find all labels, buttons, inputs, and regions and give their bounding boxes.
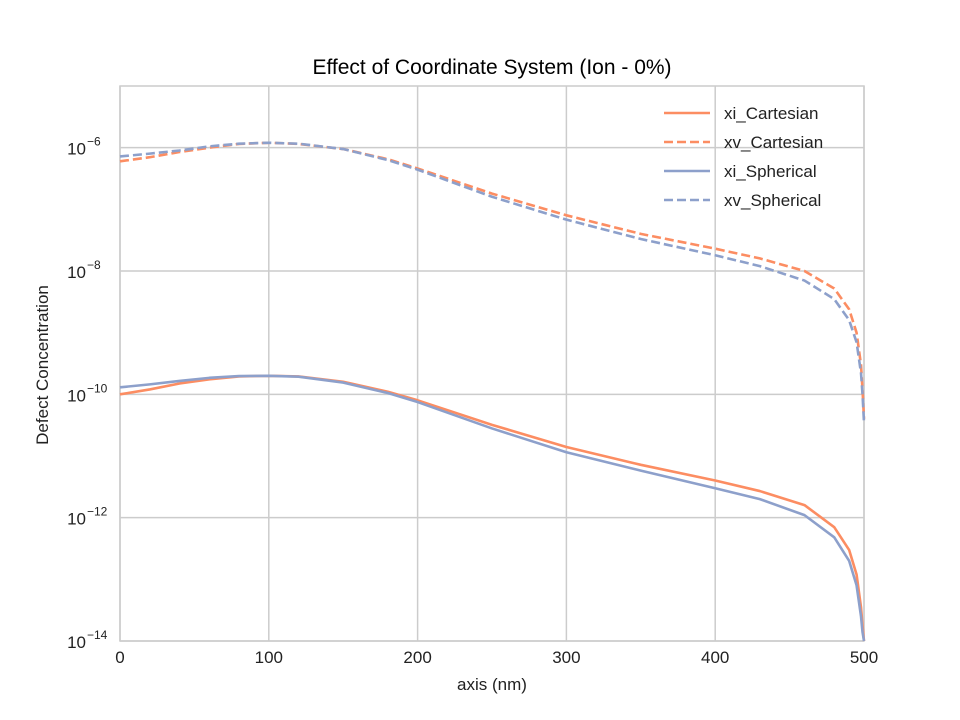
series-line-xi-spherical (119, 374, 866, 642)
chart-title: Effect of Coordinate System (Ion - 0%) (312, 56, 671, 79)
y-tick-exponent: −6 (87, 135, 101, 149)
y-tick-exponent: −14 (87, 628, 108, 642)
legend-label: xv_Cartesian (724, 133, 823, 152)
y-tick-exponent: −10 (87, 381, 108, 395)
series-line-xv-spherical (119, 141, 866, 423)
y-tick-label: 10 (67, 263, 86, 282)
y-tick-base: 10 (67, 633, 86, 652)
legend-label: xv_Spherical (724, 191, 821, 210)
y-tick-base: 10 (67, 140, 86, 159)
y-tick-base: 10 (67, 263, 86, 282)
y-tick-base: 10 (67, 510, 86, 529)
y-tick-label: 10 (67, 510, 86, 529)
legend-label: xi_Cartesian (724, 104, 819, 123)
x-axis-label: axis (nm) (457, 675, 527, 694)
x-tick-label: 400 (701, 648, 729, 667)
x-ticks: 0 100 200 300 400 500 (115, 648, 878, 667)
legend: xi_Cartesian xv_Cartesian xi_Spherical xv_S… (664, 104, 823, 210)
x-tick-label: 100 (255, 648, 283, 667)
y-tick-exponent: −8 (87, 258, 101, 272)
legend-label: xi_Spherical (724, 162, 817, 181)
y-tick-label: 10 (67, 633, 86, 652)
plot-frame (119, 85, 865, 642)
y-tick-base: 10 (67, 386, 86, 405)
x-tick-label: 200 (403, 648, 431, 667)
x-tick-label: 500 (850, 648, 878, 667)
series-layer (119, 141, 866, 642)
x-tick-label: 300 (552, 648, 580, 667)
y-axis-label: Defect Concentration (33, 285, 52, 445)
x-tick-label: 0 (115, 648, 124, 667)
y-tick-label: 10 (67, 386, 86, 405)
y-tick-label: 10 (67, 140, 86, 159)
y-tick-exponent: −12 (87, 505, 108, 519)
grid (119, 86, 865, 642)
